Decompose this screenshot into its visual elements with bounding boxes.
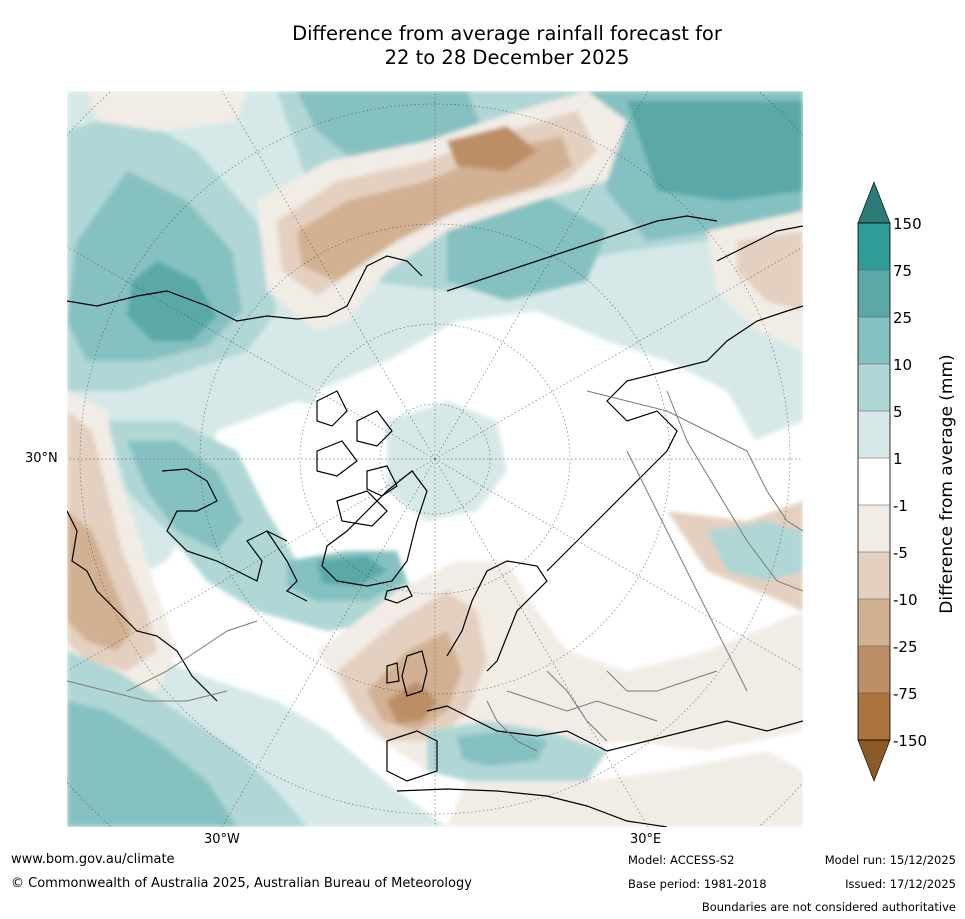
colorbar-tick-m5: -5	[893, 544, 908, 562]
website-link[interactable]: www.bom.gov.au/climate	[11, 852, 175, 867]
wet-patch-arctic-pacific	[447, 191, 607, 301]
wet-southwest-mid	[67, 701, 237, 827]
model-run-date: Model run: 15/12/2025	[824, 853, 956, 867]
coastline-west-america	[67, 510, 218, 702]
colorbar-tick-m150: -150	[893, 732, 928, 750]
colorbar-tick-5: 5	[893, 403, 903, 421]
coastline-siberia	[546, 305, 803, 572]
colorbar-band-1-5	[858, 411, 890, 458]
coastline-british-isles	[386, 650, 428, 697]
colorbar-band-25-75	[858, 270, 890, 317]
longitude-label-30e: 30°E	[630, 832, 662, 847]
map-title: Difference from average rainfall forecas…	[200, 22, 814, 70]
colorbar-tick-m25: -25	[893, 638, 918, 656]
dry-band-north-strong	[447, 126, 537, 171]
dry-north-africa	[447, 751, 803, 827]
wet-patch-arctic-center	[387, 401, 507, 521]
coastline-europe	[426, 705, 803, 752]
coastline-alaska	[67, 255, 423, 322]
issued-date: Issued: 17/12/2025	[845, 877, 956, 891]
colorbar-tick-75: 75	[893, 262, 913, 280]
colorbar-band-m5-m1	[858, 505, 890, 552]
coastline-arctic-islands	[316, 390, 398, 527]
coastlines	[67, 215, 803, 827]
coastline-scandinavia	[446, 560, 548, 672]
boundary-europe-1	[506, 690, 658, 722]
wet-canada-mid	[127, 441, 242, 551]
model-name: Model: ACCESS-S2	[628, 853, 735, 867]
boundary-asia-2	[626, 450, 748, 692]
boundary-asia-3	[666, 390, 803, 592]
colorbar-tick-150: 150	[893, 215, 922, 233]
neutral-arctic	[307, 311, 767, 611]
dry-band-north-core	[297, 136, 572, 281]
coastline-iberia	[386, 730, 438, 782]
colorbar-tick-10: 10	[893, 356, 913, 374]
boundary-europe-2	[486, 700, 538, 752]
dry-west-america-core	[67, 511, 132, 651]
coastline-north-africa	[396, 788, 668, 827]
boundary-europe-4	[606, 670, 718, 692]
colorbar-separators	[858, 269, 890, 694]
coastline-greenland	[321, 470, 428, 587]
colorbar-band-m150-m75	[858, 693, 890, 740]
colorbar-tick-1: 1	[893, 450, 903, 468]
boundary-asia-1	[586, 390, 803, 532]
map-title-line2: 22 to 28 December 2025	[384, 46, 630, 69]
coastline-hudson-bay	[161, 468, 288, 582]
colorbar-tick-25: 25	[893, 309, 913, 327]
colorbar-band-5-10	[858, 364, 890, 411]
latitude-label-30n: 30°N	[25, 451, 58, 466]
base-period: Base period: 1981-2018	[628, 877, 767, 891]
colorbar-band-m75-m25	[858, 646, 890, 693]
colorbar-over-arrow	[857, 181, 891, 224]
coastline-chukotka	[446, 215, 718, 292]
dry-iberia-strong	[387, 681, 437, 723]
colorbar-outline	[857, 222, 891, 741]
wet-band-ne-core	[627, 101, 803, 201]
rainfall-anomaly-map	[67, 91, 803, 827]
dry-east-asia-mid	[737, 231, 803, 311]
boundaries	[67, 390, 803, 752]
colorbar-band-10-25	[858, 317, 890, 364]
wet-mediterranean-core	[457, 731, 547, 766]
colorbar-tick-m75: -75	[893, 685, 918, 703]
coastline-kamchatka	[716, 225, 803, 262]
dry-top-left	[87, 91, 247, 131]
copyright-text: © Commonwealth of Australia 2025, Austra…	[11, 876, 472, 891]
colorbar-band-m25-m10	[858, 599, 890, 646]
colorbar-title: Difference from average (mm)	[937, 354, 957, 614]
graticule	[67, 91, 803, 827]
coastline-labrador	[266, 530, 308, 602]
boundary-canada-us	[67, 680, 228, 702]
map-title-line1: Difference from average rainfall forecas…	[292, 22, 722, 45]
colorbar-tick-m1: -1	[893, 497, 908, 515]
colorbar-band-75-150	[858, 223, 890, 270]
anomaly-field	[67, 91, 803, 827]
colorbar-band-m10-m5	[858, 552, 890, 599]
wet-region-nw-core	[127, 261, 217, 341]
colorbar-band-m1-1	[858, 458, 890, 505]
boundaries-disclaimer: Boundaries are not considered authoritat…	[701, 900, 956, 914]
boundary-north-america	[126, 620, 258, 692]
colorbar-tick-m10: -10	[893, 591, 918, 609]
boundary-europe-3	[546, 670, 608, 742]
coastline-iceland	[384, 585, 413, 604]
colorbar: 150 75 25 10 5 1 -1 -5 -10 -25 -75 -150	[855, 180, 965, 784]
longitude-label-30w: 30°W	[204, 832, 240, 847]
colorbar-under-arrow	[857, 739, 891, 782]
